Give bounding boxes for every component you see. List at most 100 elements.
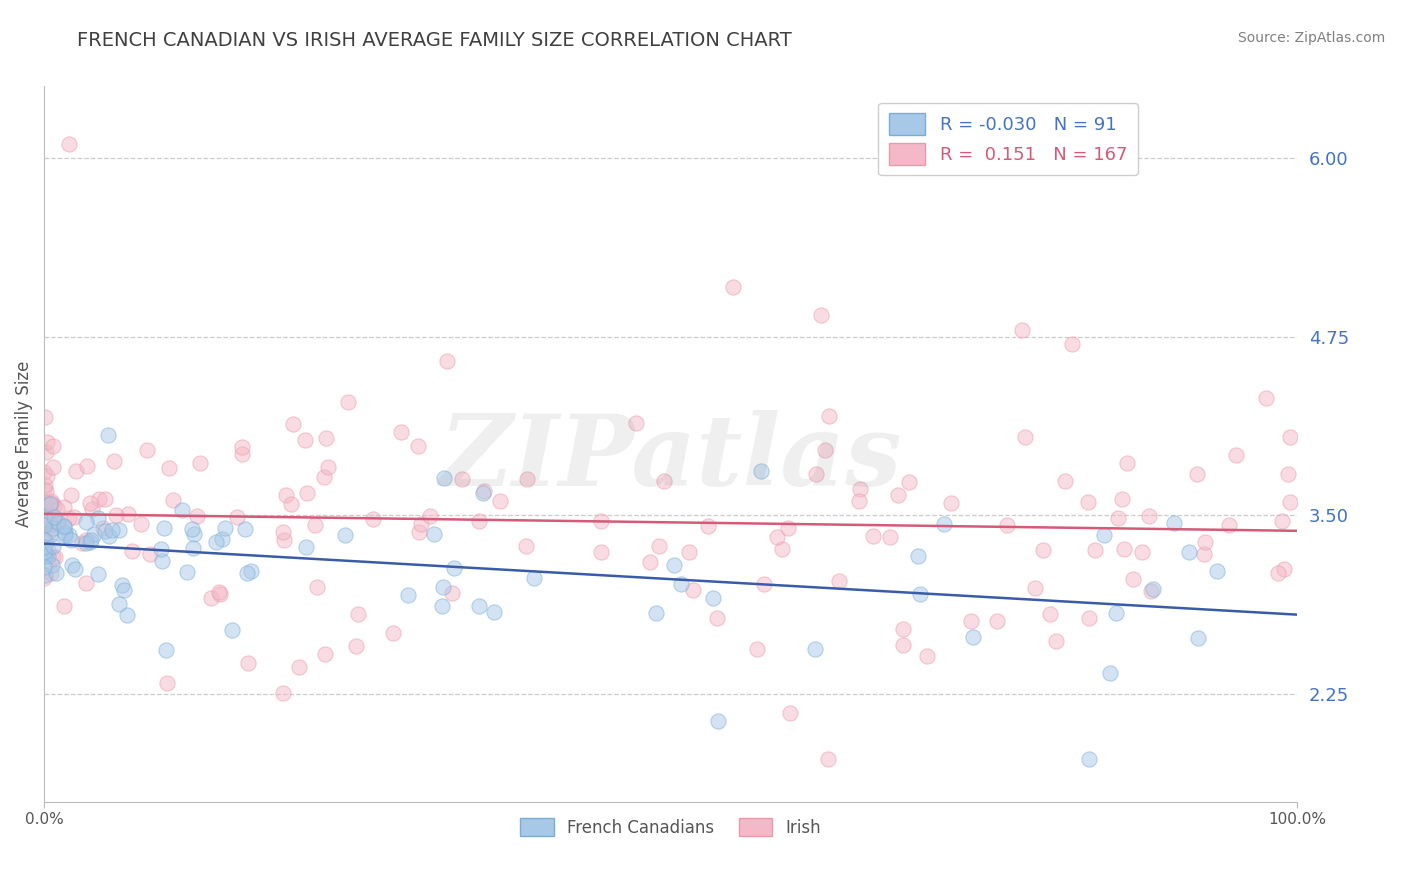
Point — [87, 566, 110, 581]
Point — [53, 519, 76, 533]
Point — [107, 597, 129, 611]
Text: ZIPatlas: ZIPatlas — [440, 410, 903, 507]
Point — [408, 524, 430, 539]
Point — [200, 591, 222, 605]
Point — [907, 549, 929, 563]
Point — [59, 488, 82, 502]
Point — [149, 542, 172, 557]
Point — [915, 648, 938, 663]
Point — [129, 516, 152, 531]
Point — [1116, 456, 1139, 470]
Point — [39, 523, 62, 537]
Point — [34, 410, 56, 425]
Point — [112, 582, 135, 597]
Point — [1163, 516, 1185, 530]
Point — [1078, 752, 1101, 766]
Point — [34, 494, 56, 508]
Point — [183, 526, 205, 541]
Point — [273, 524, 295, 539]
Point — [682, 583, 704, 598]
Point — [39, 493, 62, 508]
Point — [766, 530, 789, 544]
Point — [662, 558, 685, 572]
Point — [37, 435, 59, 450]
Point — [42, 459, 65, 474]
Point — [752, 576, 775, 591]
Point — [1122, 572, 1144, 586]
Point — [432, 599, 454, 614]
Point — [1137, 508, 1160, 523]
Y-axis label: Average Family Size: Average Family Size — [15, 360, 32, 527]
Point — [1011, 322, 1033, 336]
Point — [441, 585, 464, 599]
Point — [1107, 511, 1129, 525]
Point — [42, 509, 65, 524]
Point — [87, 491, 110, 506]
Point — [516, 472, 538, 486]
Point — [280, 497, 302, 511]
Point — [35, 547, 58, 561]
Point — [1192, 548, 1215, 562]
Point — [336, 394, 359, 409]
Point — [589, 545, 612, 559]
Point — [231, 447, 253, 461]
Point — [39, 566, 62, 580]
Point — [304, 517, 326, 532]
Point — [1185, 467, 1208, 481]
Point — [1045, 633, 1067, 648]
Point — [515, 539, 537, 553]
Point — [79, 496, 101, 510]
Point — [226, 510, 249, 524]
Point — [406, 439, 429, 453]
Point — [409, 516, 432, 531]
Point — [314, 647, 336, 661]
Point — [231, 440, 253, 454]
Point — [79, 533, 101, 547]
Point — [1272, 562, 1295, 576]
Point — [35, 445, 58, 459]
Point — [32, 500, 55, 515]
Point — [986, 615, 1008, 629]
Point — [98, 529, 121, 543]
Point — [591, 514, 613, 528]
Point — [827, 574, 849, 589]
Point — [181, 541, 204, 556]
Point — [482, 605, 505, 619]
Point — [53, 527, 76, 541]
Point — [75, 575, 97, 590]
Point — [305, 580, 328, 594]
Point — [702, 591, 724, 605]
Point — [706, 610, 728, 624]
Point — [450, 472, 472, 486]
Point — [186, 508, 208, 523]
Point — [240, 565, 263, 579]
Point — [34, 478, 56, 492]
Point — [83, 527, 105, 541]
Point — [1279, 429, 1302, 443]
Point — [908, 587, 931, 601]
Point — [80, 501, 103, 516]
Point — [751, 464, 773, 478]
Point — [1024, 581, 1046, 595]
Point — [1039, 607, 1062, 622]
Point — [1014, 429, 1036, 443]
Point — [443, 561, 465, 575]
Point — [155, 676, 177, 690]
Point — [41, 521, 63, 535]
Point — [1267, 566, 1289, 580]
Point — [60, 533, 83, 547]
Point — [35, 469, 58, 483]
Point — [419, 508, 441, 523]
Point — [75, 515, 97, 529]
Point — [941, 496, 963, 510]
Point — [849, 482, 872, 496]
Point — [287, 659, 309, 673]
Point — [1054, 475, 1077, 489]
Point — [1139, 583, 1161, 598]
Point — [638, 556, 661, 570]
Point — [62, 558, 84, 572]
Point — [46, 515, 69, 529]
Point — [117, 508, 139, 522]
Point — [423, 527, 446, 541]
Point — [898, 475, 921, 489]
